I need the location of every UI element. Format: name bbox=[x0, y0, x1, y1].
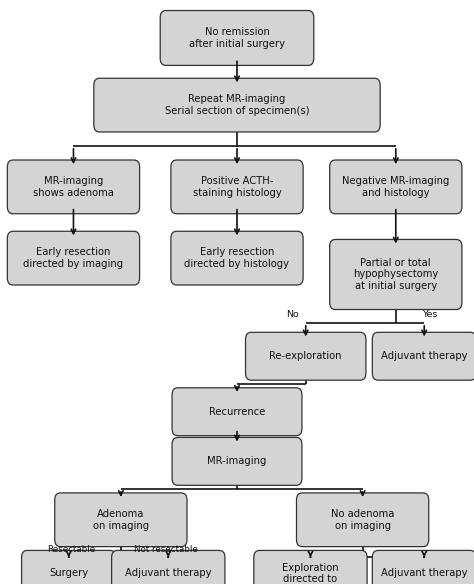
Text: Resectable: Resectable bbox=[47, 545, 95, 554]
FancyBboxPatch shape bbox=[171, 160, 303, 214]
Text: Adjuvant therapy: Adjuvant therapy bbox=[125, 568, 211, 579]
Text: MR-imaging
shows adenoma: MR-imaging shows adenoma bbox=[33, 176, 114, 197]
FancyBboxPatch shape bbox=[7, 231, 140, 285]
Text: MR-imaging: MR-imaging bbox=[207, 456, 267, 467]
Text: Re-exploration: Re-exploration bbox=[270, 351, 342, 361]
FancyBboxPatch shape bbox=[7, 160, 140, 214]
Text: Partial or total
hypophysectomy
at initial surgery: Partial or total hypophysectomy at initi… bbox=[353, 258, 438, 291]
Text: Adjuvant therapy: Adjuvant therapy bbox=[381, 568, 467, 579]
FancyBboxPatch shape bbox=[246, 332, 366, 380]
FancyBboxPatch shape bbox=[254, 550, 367, 584]
Text: Positive ACTH-
staining histology: Positive ACTH- staining histology bbox=[192, 176, 282, 197]
Text: No: No bbox=[286, 311, 299, 319]
FancyBboxPatch shape bbox=[330, 239, 462, 310]
Text: Repeat MR-imaging
Serial section of specimen(s): Repeat MR-imaging Serial section of spec… bbox=[165, 95, 309, 116]
FancyBboxPatch shape bbox=[373, 332, 474, 380]
Text: Negative MR-imaging
and histology: Negative MR-imaging and histology bbox=[342, 176, 449, 197]
Text: Adenoma
on imaging: Adenoma on imaging bbox=[93, 509, 149, 530]
FancyBboxPatch shape bbox=[160, 11, 314, 65]
FancyBboxPatch shape bbox=[55, 493, 187, 547]
FancyBboxPatch shape bbox=[171, 231, 303, 285]
Text: No remission
after initial surgery: No remission after initial surgery bbox=[189, 27, 285, 48]
FancyBboxPatch shape bbox=[22, 550, 116, 584]
FancyBboxPatch shape bbox=[330, 160, 462, 214]
FancyBboxPatch shape bbox=[111, 550, 225, 584]
FancyBboxPatch shape bbox=[296, 493, 428, 547]
Text: Recurrence: Recurrence bbox=[209, 406, 265, 417]
FancyBboxPatch shape bbox=[94, 78, 380, 132]
Text: Early resection
directed by histology: Early resection directed by histology bbox=[184, 248, 290, 269]
Text: Early resection
directed by imaging: Early resection directed by imaging bbox=[23, 248, 124, 269]
Text: Adjuvant therapy: Adjuvant therapy bbox=[381, 351, 467, 361]
FancyBboxPatch shape bbox=[172, 388, 302, 436]
Text: No adenoma
on imaging: No adenoma on imaging bbox=[331, 509, 394, 530]
FancyBboxPatch shape bbox=[373, 550, 474, 584]
Text: Surgery: Surgery bbox=[49, 568, 88, 579]
Text: Not resectable: Not resectable bbox=[134, 545, 198, 554]
Text: Exploration
directed to
prior adenoma site: Exploration directed to prior adenoma si… bbox=[263, 563, 358, 584]
FancyBboxPatch shape bbox=[172, 437, 302, 485]
Text: Yes: Yes bbox=[422, 311, 437, 319]
